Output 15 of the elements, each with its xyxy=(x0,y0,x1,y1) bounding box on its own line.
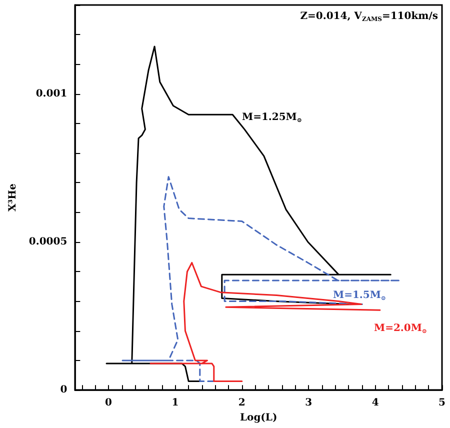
y-tick-label: 0.0005 xyxy=(28,236,68,248)
x-tick-label: 1 xyxy=(172,398,179,409)
x-axis-title: Log(L) xyxy=(240,412,278,424)
annotation: M=1.5M$_{⊙}$ xyxy=(333,290,386,304)
annotation: Z=0.014, V$_{ZAMS}$=110km/s xyxy=(300,11,438,25)
x-tick-label: 0 xyxy=(105,398,112,409)
x-tick-label: 2 xyxy=(238,398,246,409)
y-axis-title: X³He xyxy=(8,184,18,212)
x-tick-label: 3 xyxy=(305,398,312,409)
annotation: M=1.25M$_{⊙}$ xyxy=(242,112,302,126)
y-tick-label: 0.001 xyxy=(36,88,68,100)
annotation: M=2.0M$_{⊙}$ xyxy=(374,323,427,337)
x-tick-label: 4 xyxy=(372,398,379,409)
x-tick-label: 5 xyxy=(438,398,446,409)
y-tick-label: 0 xyxy=(60,384,68,396)
